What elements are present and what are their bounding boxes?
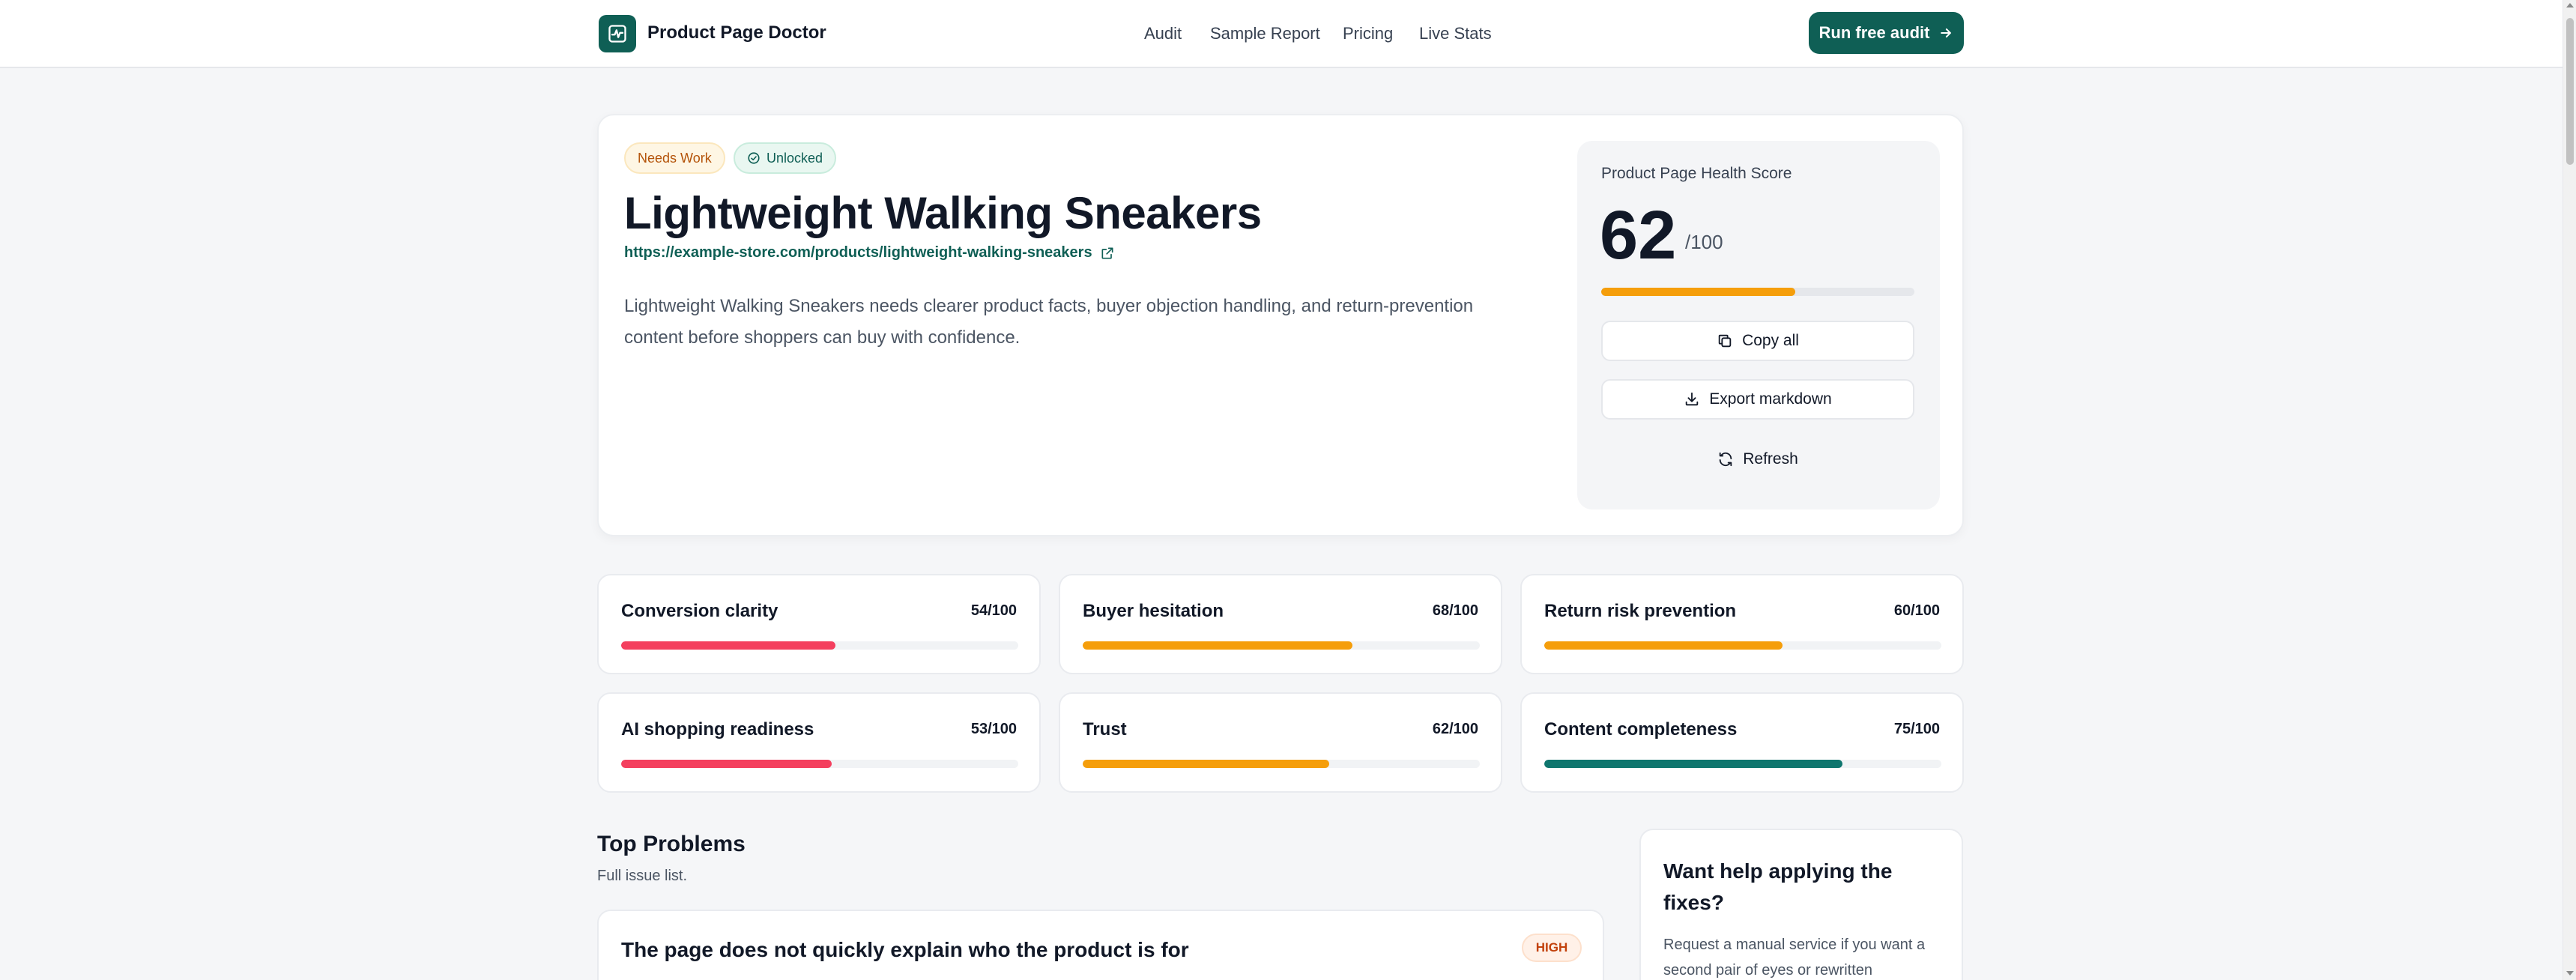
metric-name: AI shopping readiness bbox=[621, 719, 814, 739]
metric-card-buyer-hesitation: Buyer hesitation 68/100 bbox=[1059, 574, 1502, 674]
severity-badge-label: HIGH bbox=[1535, 940, 1568, 955]
export-markdown-label: Export markdown bbox=[1709, 390, 1832, 408]
top-problems-heading: Top Problems bbox=[597, 832, 746, 856]
health-score-value: 62 bbox=[1600, 197, 1677, 273]
metric-value: 62/100 bbox=[1432, 721, 1478, 737]
metric-card-return-risk-prevention: Return risk prevention 60/100 bbox=[1520, 574, 1964, 674]
copy-all-button[interactable]: Copy all bbox=[1601, 321, 1914, 361]
severity-badge: HIGH bbox=[1522, 934, 1582, 962]
metric-card-conversion-clarity: Conversion clarity 54/100 bbox=[597, 574, 1041, 674]
metric-bar bbox=[621, 760, 1018, 768]
metric-bar bbox=[1544, 641, 1941, 650]
metric-name: Trust bbox=[1083, 719, 1127, 739]
health-score-bar-fill bbox=[1601, 288, 1796, 296]
status-badge-label: Needs Work bbox=[638, 150, 712, 166]
run-free-audit-label: Run free audit bbox=[1818, 23, 1930, 42]
metric-value: 75/100 bbox=[1893, 721, 1940, 737]
refresh-label: Refresh bbox=[1743, 450, 1798, 468]
health-score-panel: Product Page Health Score 62 /100 Copy a… bbox=[1577, 141, 1940, 509]
metric-value: 60/100 bbox=[1893, 602, 1940, 619]
health-score-label: Product Page Health Score bbox=[1601, 165, 1792, 182]
pulse-icon bbox=[608, 25, 626, 43]
status-badge: Needs Work bbox=[624, 142, 725, 174]
metric-bar-fill bbox=[1544, 641, 1783, 650]
unlocked-badge-label: Unlocked bbox=[767, 150, 823, 166]
nav-live-stats[interactable]: Live Stats bbox=[1419, 24, 1492, 43]
problem-title: The page does not quickly explain who th… bbox=[621, 938, 1189, 961]
problem-card[interactable]: The page does not quickly explain who th… bbox=[597, 910, 1604, 980]
copy-all-label: Copy all bbox=[1742, 332, 1799, 349]
brand-logo[interactable] bbox=[599, 15, 636, 52]
metric-name: Return risk prevention bbox=[1544, 601, 1737, 621]
help-card: Want help applying the fixes? Request a … bbox=[1639, 829, 1963, 980]
scroll-up-arrow-icon[interactable] bbox=[2566, 3, 2574, 7]
refresh-button[interactable]: Refresh bbox=[1601, 439, 1914, 480]
help-title: Want help applying the fixes? bbox=[1663, 859, 1893, 914]
help-text: Request a manual service if you want a s… bbox=[1663, 937, 1926, 979]
brand-name[interactable]: Product Page Doctor bbox=[647, 22, 826, 43]
metric-bar-fill bbox=[1544, 760, 1842, 768]
metric-name: Content completeness bbox=[1544, 719, 1738, 739]
export-markdown-button[interactable]: Export markdown bbox=[1601, 379, 1914, 420]
metric-bar-fill bbox=[1083, 760, 1329, 768]
metric-bar bbox=[621, 641, 1018, 650]
metric-bar-fill bbox=[1083, 641, 1353, 650]
page-scrollbar[interactable] bbox=[2563, 0, 2576, 980]
metric-bar bbox=[1544, 760, 1941, 768]
top-header: Product Page Doctor Audit Sample Report … bbox=[0, 0, 2563, 68]
metric-bar-fill bbox=[621, 641, 836, 650]
product-url-text: https://example-store.com/products/light… bbox=[624, 244, 1092, 261]
copy-icon bbox=[1718, 334, 1732, 348]
product-url-link[interactable]: https://example-store.com/products/light… bbox=[624, 244, 1115, 261]
health-score-bar bbox=[1601, 288, 1914, 296]
metric-value: 68/100 bbox=[1432, 602, 1478, 619]
product-summary: Lightweight Walking Sneakers needs clear… bbox=[624, 296, 1474, 348]
metric-name: Conversion clarity bbox=[621, 601, 778, 621]
unlocked-badge: Unlocked bbox=[734, 142, 837, 174]
metric-value: 54/100 bbox=[970, 602, 1017, 619]
audit-summary-card: Needs Work Unlocked Lightweight Walking … bbox=[597, 114, 1964, 536]
nav-audit[interactable]: Audit bbox=[1144, 24, 1182, 43]
check-circle-icon bbox=[748, 152, 760, 164]
top-problems-subtitle: Full issue list. bbox=[597, 868, 688, 884]
scroll-down-arrow-icon[interactable] bbox=[2566, 971, 2574, 976]
nav-pricing[interactable]: Pricing bbox=[1343, 24, 1394, 43]
external-link-icon bbox=[1101, 247, 1113, 258]
metric-card-ai-shopping-readiness: AI shopping readiness 53/100 bbox=[597, 692, 1041, 793]
metric-value: 53/100 bbox=[970, 721, 1017, 737]
scrollbar-thumb[interactable] bbox=[2566, 18, 2574, 165]
nav-sample-report[interactable]: Sample Report bbox=[1210, 24, 1320, 43]
product-title: Lightweight Walking Sneakers bbox=[624, 188, 1262, 238]
refresh-icon bbox=[1719, 452, 1732, 467]
metric-card-content-completeness: Content completeness 75/100 bbox=[1520, 692, 1964, 793]
download-icon bbox=[1686, 392, 1699, 406]
run-free-audit-button[interactable]: Run free audit bbox=[1809, 12, 1964, 54]
metric-bar-fill bbox=[621, 760, 832, 768]
metric-card-trust: Trust 62/100 bbox=[1059, 692, 1502, 793]
health-score-max: /100 bbox=[1685, 231, 1723, 253]
metric-bar bbox=[1083, 641, 1480, 650]
arrow-right-icon bbox=[1941, 28, 1952, 37]
metric-bar bbox=[1083, 760, 1480, 768]
metric-name: Buyer hesitation bbox=[1083, 601, 1224, 621]
